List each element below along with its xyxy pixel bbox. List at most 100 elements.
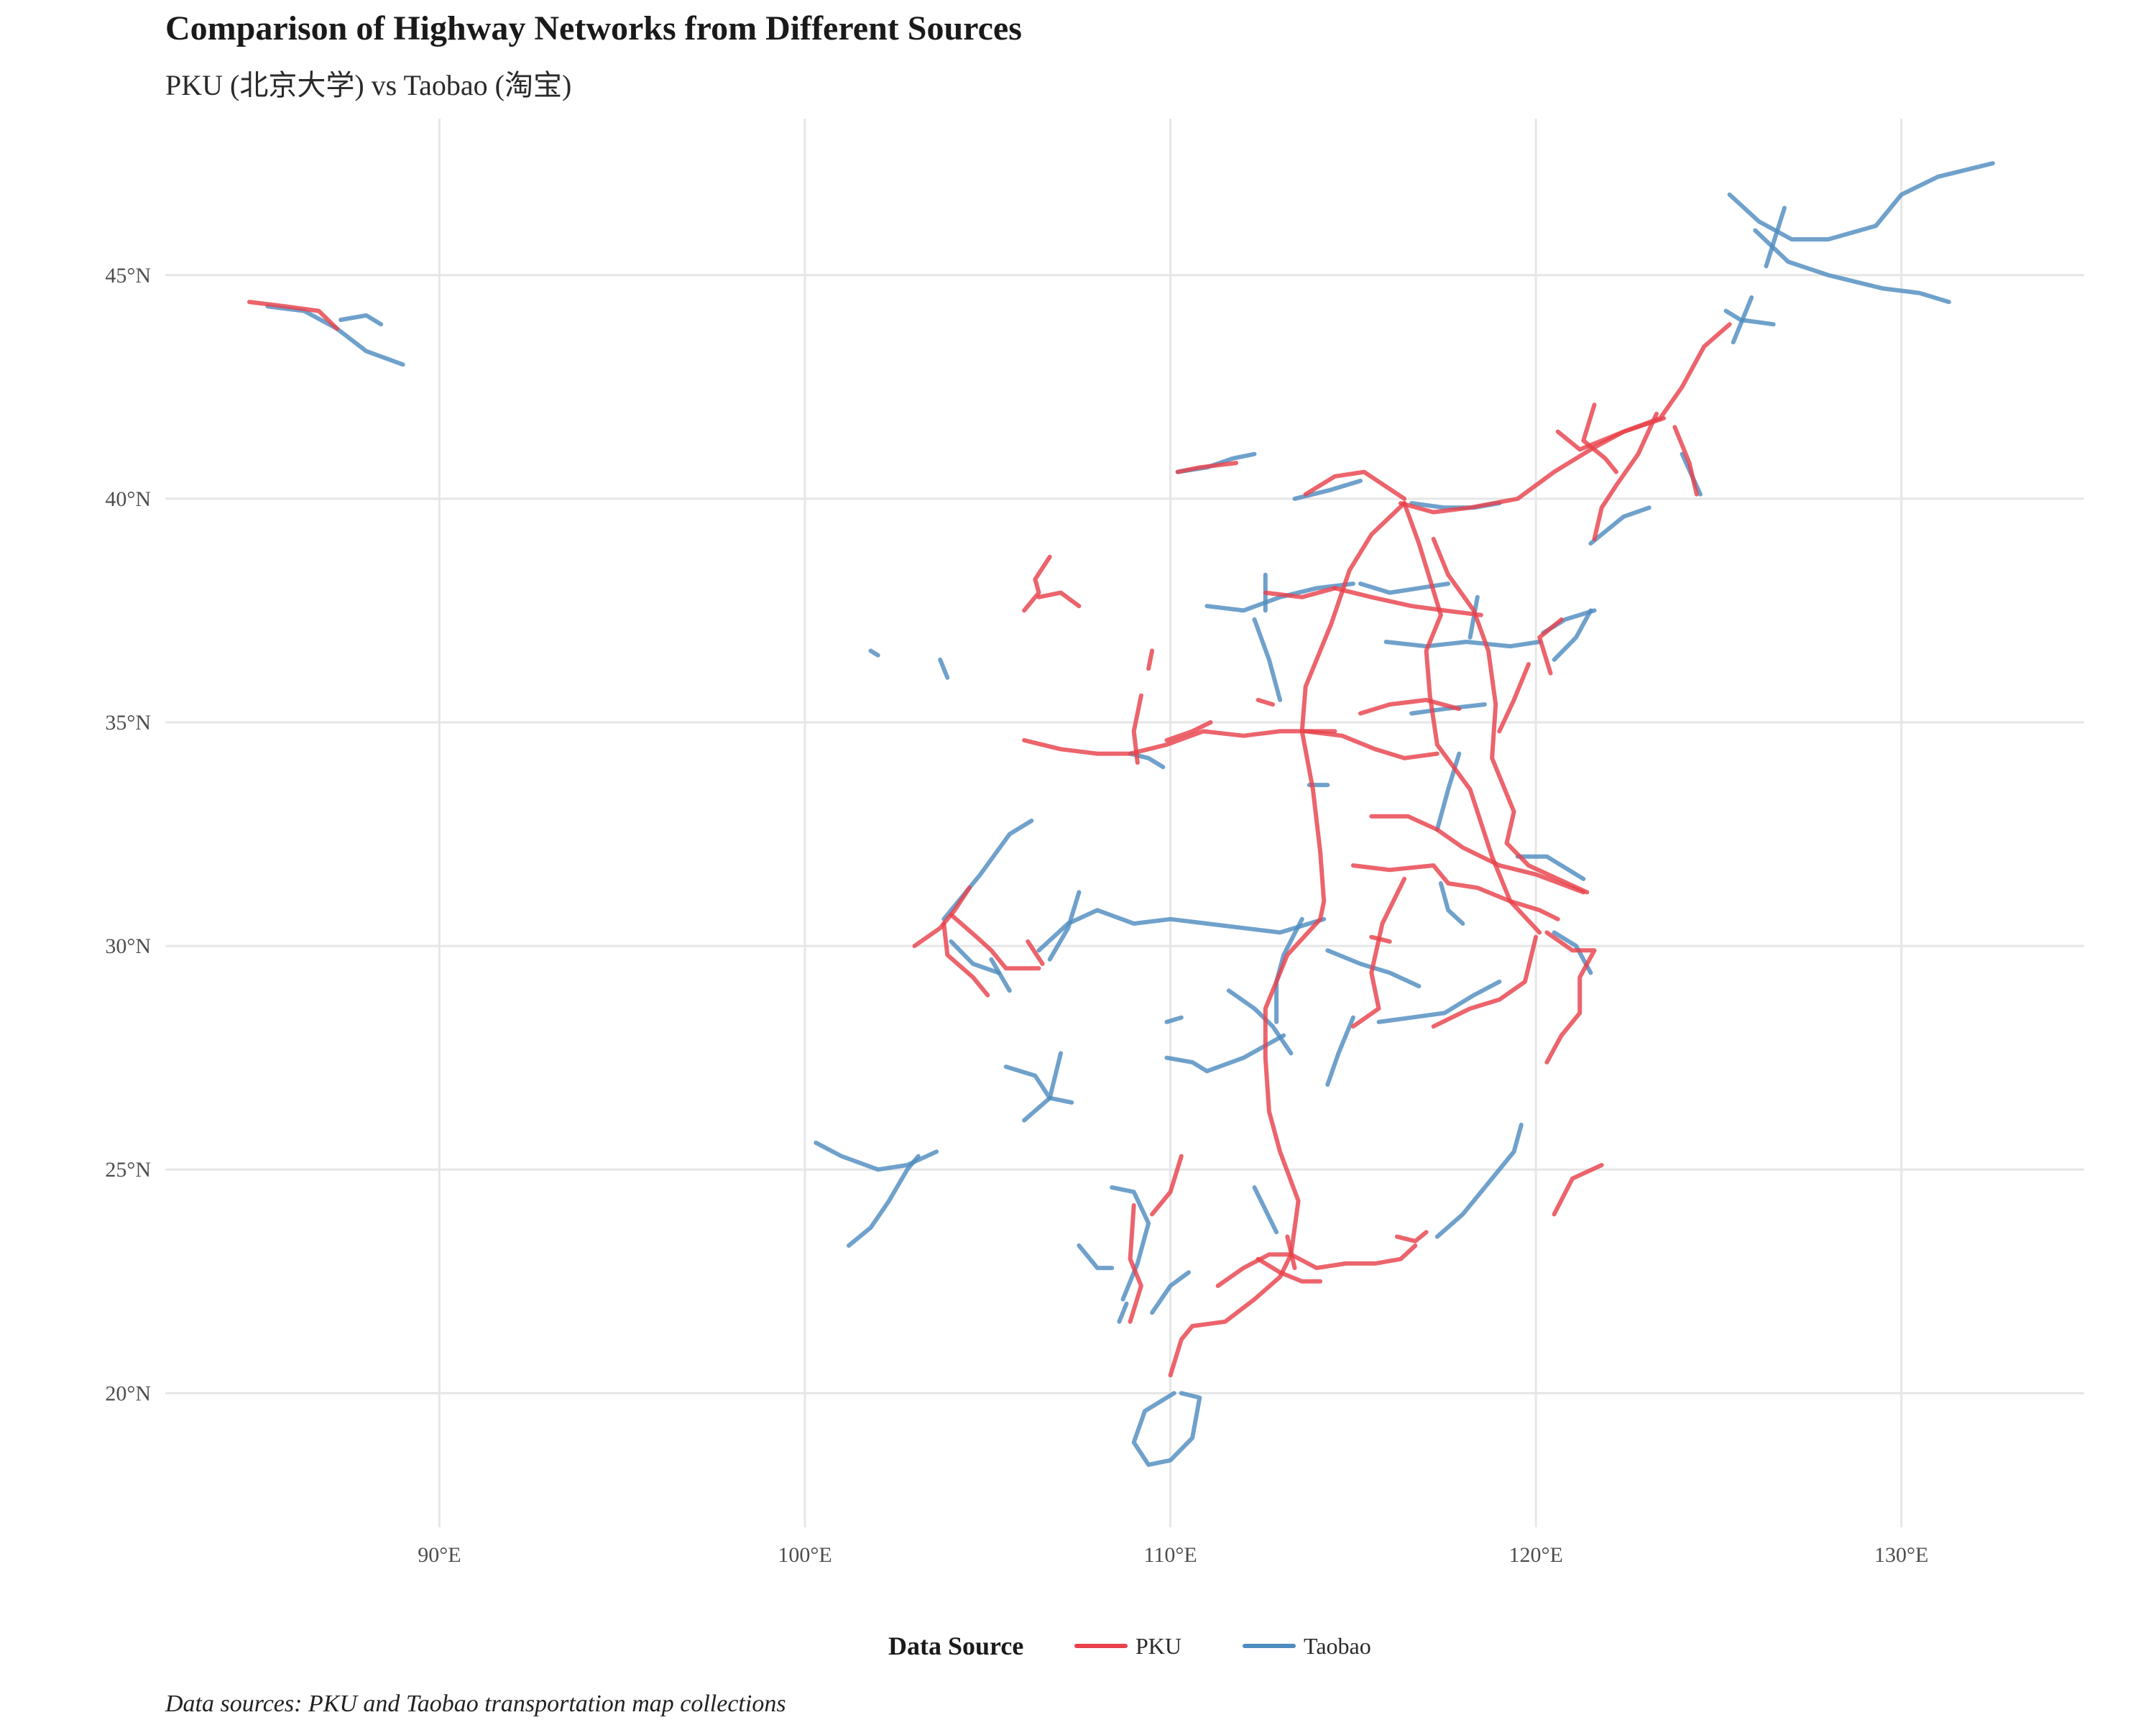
tick-label-lat-35: 35°N bbox=[105, 711, 151, 735]
taobao-route-31 bbox=[1003, 1051, 1063, 1100]
pku-route-56 bbox=[1555, 415, 1667, 452]
pku-route-91 bbox=[1256, 1256, 1323, 1284]
taobao-route-12 bbox=[868, 648, 880, 658]
pku-route-74 bbox=[1358, 697, 1462, 716]
pku-route-84 bbox=[1168, 1252, 1294, 1378]
legend-title: Data Source bbox=[888, 1632, 1023, 1660]
pku-route-58 bbox=[1592, 411, 1659, 541]
pku-route-64 bbox=[1263, 586, 1337, 599]
pku-route-88 bbox=[1552, 1163, 1604, 1217]
taobao-route-20 bbox=[1036, 908, 1327, 953]
taobao-route-28 bbox=[1226, 988, 1294, 1056]
pku-route-76 bbox=[1036, 590, 1082, 609]
taobao-route-45 bbox=[1727, 161, 1995, 242]
pku-route-59 bbox=[1672, 425, 1699, 497]
pku-routes bbox=[247, 300, 1732, 1378]
taobao-route-37 bbox=[1077, 1243, 1115, 1271]
pku-route-52 bbox=[247, 300, 339, 331]
tick-label-lon-90: 90°E bbox=[418, 1543, 461, 1567]
tick-label-lon-130: 130°E bbox=[1874, 1543, 1928, 1567]
taobao-route-32 bbox=[1022, 1095, 1074, 1123]
taobao-route-16 bbox=[1434, 751, 1462, 832]
taobao-route-48 bbox=[1723, 308, 1776, 327]
pku-route-85 bbox=[1215, 1252, 1294, 1288]
taobao-route-10 bbox=[1552, 608, 1593, 662]
pku-route-54 bbox=[1303, 469, 1407, 501]
taobao-route-41 bbox=[1434, 1123, 1524, 1239]
legend-label-taobao: Taobao bbox=[1304, 1633, 1371, 1659]
pku-route-82 bbox=[1350, 876, 1407, 1029]
pku-route-57 bbox=[1581, 402, 1618, 474]
caption: Data sources: PKU and Taobao transportat… bbox=[165, 1690, 786, 1717]
pku-route-83 bbox=[1369, 934, 1392, 944]
taobao-route-17 bbox=[1515, 854, 1586, 881]
pku-route-87 bbox=[1394, 1230, 1429, 1243]
pku-route-73 bbox=[1350, 863, 1560, 921]
pku-route-62 bbox=[1431, 536, 1590, 895]
pku-route-78 bbox=[1131, 693, 1143, 765]
pku-route-89 bbox=[1128, 1203, 1143, 1324]
taobao-route-39 bbox=[1150, 1270, 1191, 1315]
graticule bbox=[165, 119, 2084, 1527]
taobao-route-11 bbox=[1409, 702, 1487, 716]
taobao-route-44 bbox=[338, 313, 384, 327]
chart-title: Comparison of Highway Networks from Diff… bbox=[165, 9, 1022, 47]
tick-label-lat-25: 25°N bbox=[105, 1158, 151, 1182]
pku-route-66 bbox=[949, 912, 1041, 971]
tick-label-lon-100: 100°E bbox=[778, 1543, 831, 1567]
taobao-route-38 bbox=[1117, 1301, 1129, 1324]
taobao-route-21 bbox=[1047, 890, 1082, 962]
taobao-route-9 bbox=[1468, 594, 1480, 640]
pku-route-81 bbox=[1431, 934, 1539, 1029]
pku-route-67 bbox=[941, 921, 990, 998]
legend-label-pku: PKU bbox=[1135, 1633, 1181, 1659]
pku-route-60 bbox=[1263, 501, 1407, 1257]
legend-item-pku: PKU bbox=[1074, 1633, 1181, 1659]
taobao-route-4 bbox=[1204, 581, 1355, 613]
tick-label-lat-30: 30°N bbox=[105, 934, 151, 958]
tick-label-lon-120: 120°E bbox=[1508, 1543, 1562, 1567]
taobao-route-33 bbox=[989, 957, 1012, 993]
taobao-route-42 bbox=[1131, 1391, 1202, 1467]
tick-label-lat-20: 20°N bbox=[105, 1381, 151, 1405]
pku-route-71 bbox=[1303, 729, 1439, 760]
taobao-route-24 bbox=[1325, 1015, 1355, 1087]
taobao-route-46 bbox=[1753, 228, 1951, 305]
pku-route-53 bbox=[1175, 461, 1239, 474]
pku-route-68 bbox=[1026, 939, 1045, 966]
pku-route-61 bbox=[1402, 501, 1542, 935]
chart-subtitle: PKU (北京大学) vs Taobao (淘宝) bbox=[165, 69, 572, 101]
legend: Data Source PKU Taobao bbox=[888, 1632, 1371, 1660]
tick-label-lat-45: 45°N bbox=[105, 264, 151, 288]
taobao-route-40 bbox=[1252, 1185, 1279, 1235]
taobao-route-43 bbox=[265, 304, 405, 367]
pku-route-79 bbox=[1256, 697, 1275, 707]
pku-route-93 bbox=[1497, 662, 1531, 734]
taobao-route-29 bbox=[1164, 1015, 1184, 1024]
taobao-route-19 bbox=[949, 939, 1001, 975]
taobao-route-13 bbox=[938, 657, 950, 680]
pku-route-80 bbox=[1544, 930, 1597, 1064]
pku-route-75 bbox=[1022, 554, 1052, 613]
taobao-route-25 bbox=[1438, 881, 1465, 926]
pku-route-63 bbox=[1332, 586, 1483, 617]
taobao-route-49 bbox=[1731, 295, 1754, 345]
taobao-route-7 bbox=[1383, 640, 1542, 649]
legend-item-taobao: Taobao bbox=[1243, 1633, 1371, 1659]
pku-route-90 bbox=[1150, 1154, 1184, 1217]
axis-ticks: 90°E 100°E 110°E 120°E 130°E 20°N 25°N 30°N 35°N… bbox=[105, 264, 1928, 1567]
taobao-route-36 bbox=[1110, 1185, 1151, 1302]
tick-label-lat-40: 40°N bbox=[105, 487, 151, 511]
pku-route-55 bbox=[1399, 322, 1732, 515]
taobao-route-5 bbox=[1252, 617, 1283, 702]
taobao-route-35 bbox=[847, 1154, 921, 1248]
tick-label-lon-110: 110°E bbox=[1143, 1543, 1197, 1567]
pku-route-69 bbox=[1022, 729, 1337, 756]
pku-route-77 bbox=[1146, 648, 1155, 671]
taobao-routes bbox=[265, 161, 1995, 1467]
taobao-route-51 bbox=[1588, 505, 1651, 546]
pku-route-65 bbox=[912, 886, 972, 949]
pku-route-72 bbox=[1369, 814, 1586, 895]
pku-route-70 bbox=[1164, 720, 1213, 742]
